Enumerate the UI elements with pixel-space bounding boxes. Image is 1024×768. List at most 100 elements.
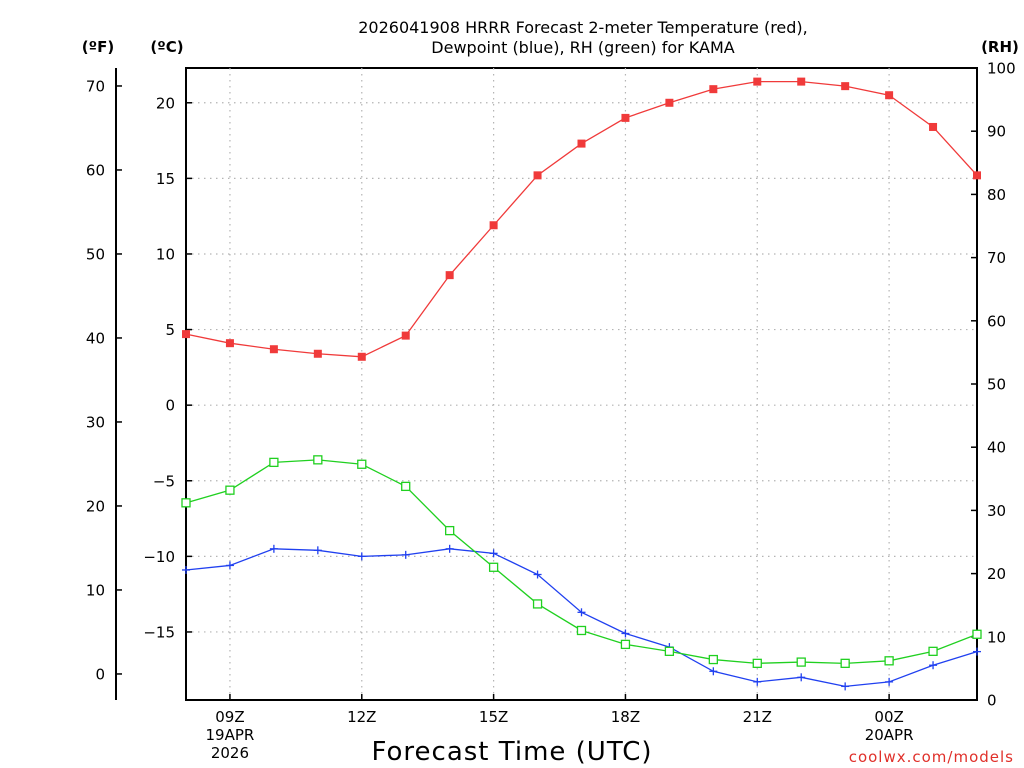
fahrenheit-tick-label: 0 [95,665,105,683]
dewpoint-point [841,682,850,691]
x-axis-title: Forecast Time (UTC) [371,737,652,767]
rh-point [752,658,762,668]
temperature-point [357,352,366,361]
celsius-tick-label: −10 [143,548,175,566]
rh-point [972,629,982,639]
dewpoint-point [797,673,806,682]
dewpoint-point [401,550,410,559]
rh-tick-label: 80 [987,186,1006,204]
fahrenheit-tick-label: 50 [86,245,105,263]
temperature-point [621,113,630,122]
x-tick-label: 20APR [865,726,914,744]
dewpoint-point [269,544,278,553]
temperature-point [445,271,454,280]
rh-point [313,455,323,465]
dewpoint-point [577,608,586,617]
fahrenheit-tick-label: 70 [86,77,105,95]
rh-point [796,657,806,667]
fahrenheit-tick-label: 60 [86,161,105,179]
rh-tick-label: 0 [987,692,997,710]
temperature-point [709,85,718,94]
temperature-point [489,221,498,230]
celsius-tick-label: 20 [156,94,175,112]
temperature-point [182,330,190,339]
temperature-point [929,122,938,131]
fahrenheit-tick-label: 20 [86,497,105,515]
rh-point [928,646,938,656]
celsius-tick-label: 0 [165,397,175,415]
rh-point [488,562,499,572]
rh-tick-label: 40 [987,439,1006,457]
rh-point [401,481,411,492]
temperature-point [225,339,234,348]
dewpoint-point [445,544,454,553]
temperature-point [313,349,322,358]
x-tick-label: 2026 [211,744,249,762]
rh-unit-label: (RH) [981,38,1019,56]
source-credit: coolwx.com/models [849,748,1014,766]
rh-tick-label: 10 [987,628,1006,646]
gridlines [186,68,977,700]
rh-tick-label: 50 [987,376,1006,394]
temperature-point [533,171,542,180]
plot-frame [185,67,978,701]
temperature-point [269,345,278,354]
dewpoint-point [621,629,630,638]
rh-tick-label: 100 [987,60,1016,78]
fahrenheit-unit-label: (ºF) [82,38,114,56]
rh-tick-label: 70 [987,249,1006,267]
temperature-point [753,77,762,86]
x-tick-label: 15Z [479,708,508,726]
rh-tick-label: 90 [987,123,1006,141]
dewpoint-point [709,667,718,676]
rh-point [181,498,191,508]
rh-tick-label: 60 [987,312,1006,330]
dewpoint-point [973,647,981,656]
dewpoint-point [313,546,322,555]
celsius-tick-label: 5 [165,321,175,339]
rh-point [708,654,718,665]
chart-title-line-2: Dewpoint (blue), RH (green) for KAMA [431,38,734,57]
rh-tick-label: 30 [987,502,1006,520]
dewpoint-point [753,677,762,686]
dewpoint-point [885,677,894,686]
temperature-point [577,139,586,148]
temperature-point [401,331,410,340]
y-axis-ticks: 20151050−5−10−15706050403020100100908070… [86,60,1016,710]
fahrenheit-tick-label: 40 [86,329,105,347]
rh-tick-label: 20 [987,565,1006,583]
x-tick-label: 09Z [215,708,244,726]
rh-point [576,625,587,636]
rh-point [269,457,279,468]
dewpoint-point [357,552,366,561]
celsius-unit-label: (ºC) [150,38,183,56]
x-tick-label: 12Z [347,708,376,726]
celsius-tick-label: 15 [156,170,175,188]
rh-point [532,599,543,609]
rh-point [840,658,850,668]
rh-point [357,459,367,469]
series-layer [181,77,982,691]
x-tick-label: 00Z [874,708,903,726]
chart-title-line-1: 2026041908 HRRR Forecast 2-meter Tempera… [358,18,808,37]
dewpoint-point [225,561,234,570]
celsius-tick-label: −5 [153,472,175,490]
rh-point [225,485,235,495]
temperature-line [185,80,978,358]
dewpoint-line [185,548,978,688]
fahrenheit-tick-label: 10 [86,581,105,599]
rh-point [445,525,455,536]
rh-point [884,656,894,666]
dewpoint-point [182,565,190,574]
dewpoint-point [533,570,542,579]
x-tick-label: 21Z [743,708,772,726]
rh-point [664,646,675,656]
temperature-point [797,77,806,86]
temperature-point [885,91,894,100]
dewpoint-point [489,549,498,558]
rh-point [620,639,631,650]
x-tick-label: 18Z [611,708,640,726]
dewpoint-point [929,661,938,670]
